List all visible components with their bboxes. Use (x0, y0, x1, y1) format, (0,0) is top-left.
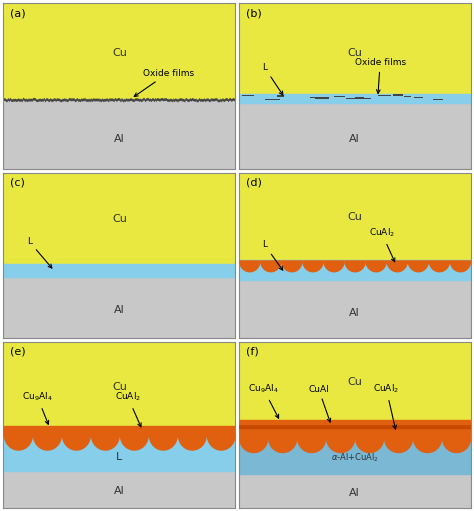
Bar (3, 4, 235, 100)
Text: Cu: Cu (347, 213, 362, 222)
Bar (239, 420, 471, 424)
Text: Cu: Cu (347, 377, 362, 387)
Bar (239, 438, 471, 474)
Text: L: L (27, 237, 52, 268)
Bar (239, 4, 471, 94)
Text: (c): (c) (10, 178, 25, 188)
Text: CuAl$_2$: CuAl$_2$ (369, 226, 395, 262)
Text: Al: Al (114, 134, 125, 144)
Text: Cu$_9$Al$_4$: Cu$_9$Al$_4$ (22, 391, 53, 424)
Bar (3, 342, 235, 426)
Text: L: L (262, 240, 283, 270)
Text: CuAl: CuAl (308, 385, 331, 422)
Text: L: L (116, 452, 122, 462)
Text: CuAl$_2$: CuAl$_2$ (373, 383, 399, 429)
Bar (3, 173, 235, 264)
Bar (239, 103, 471, 169)
Bar (3, 471, 235, 507)
Bar (239, 173, 471, 261)
Text: $\alpha$-Al+CuAl$_2$: $\alpha$-Al+CuAl$_2$ (330, 452, 379, 464)
Bar (239, 474, 471, 507)
Bar (239, 261, 471, 281)
Bar (3, 277, 235, 338)
Text: Cu: Cu (112, 382, 127, 391)
Text: (a): (a) (10, 9, 26, 18)
Text: Oxide films: Oxide films (134, 68, 194, 97)
Bar (3, 100, 235, 169)
Bar (3, 264, 235, 277)
Text: Al: Al (349, 134, 360, 144)
Text: Oxide films: Oxide films (355, 58, 406, 94)
Text: Cu: Cu (347, 48, 362, 58)
Text: (d): (d) (246, 178, 262, 188)
Bar (239, 94, 471, 103)
Text: (e): (e) (10, 347, 26, 357)
Bar (239, 342, 471, 420)
Text: Al: Al (349, 487, 360, 498)
Text: L: L (262, 63, 283, 95)
Bar (239, 424, 471, 428)
Bar (239, 281, 471, 338)
Text: CuAl$_2$: CuAl$_2$ (115, 391, 141, 427)
Text: Al: Al (114, 486, 125, 496)
Bar (3, 435, 235, 471)
Text: (f): (f) (246, 347, 258, 357)
Text: Al: Al (114, 305, 125, 315)
Text: Cu: Cu (112, 214, 127, 224)
Text: Al: Al (349, 309, 360, 318)
Bar (239, 428, 471, 438)
Text: Cu$_9$Al$_4$: Cu$_9$Al$_4$ (248, 383, 279, 418)
Text: Cu: Cu (112, 48, 127, 58)
Text: (b): (b) (246, 9, 262, 18)
Bar (3, 426, 235, 435)
